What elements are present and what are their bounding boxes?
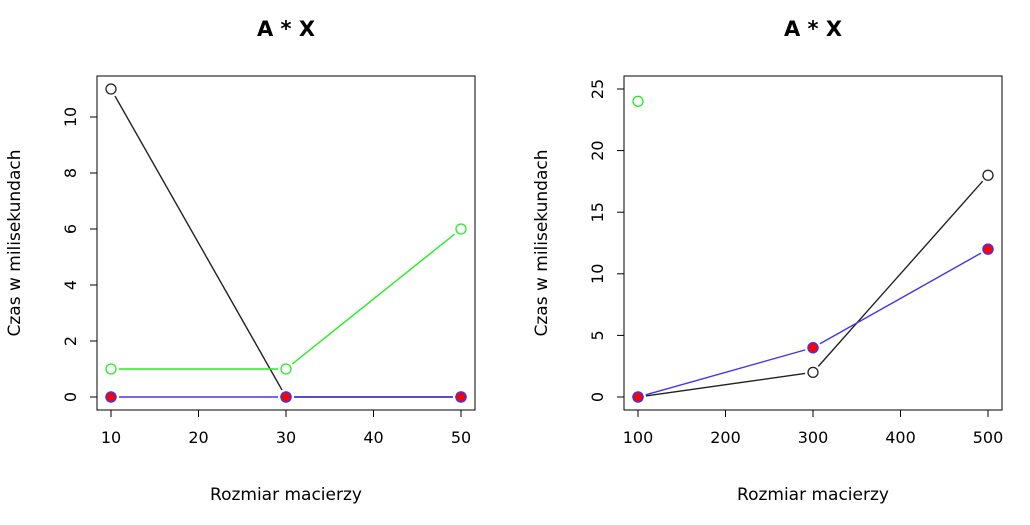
right-series-0-point xyxy=(982,169,994,181)
right-x-tick-label: 100 xyxy=(623,428,654,447)
left-series-1-point xyxy=(105,363,117,375)
left-plot-frame xyxy=(96,75,476,411)
right-series-2-line-segment xyxy=(645,349,806,396)
left-series-0-point xyxy=(105,83,117,95)
right-series-1-point xyxy=(632,95,644,107)
left-series-3-point xyxy=(280,391,292,403)
right-series-3-point xyxy=(807,342,819,354)
right-x-axis-label: Rozmiar macierzy xyxy=(737,485,889,505)
left-x-tick-label: 40 xyxy=(363,428,383,447)
right-series-2-line-segment xyxy=(819,252,982,345)
left-chart-panel: A * X Rozmiar macierzy Czas w milisekund… xyxy=(5,17,476,505)
right-plot-frame xyxy=(623,75,1003,411)
left-x-tick-label: 20 xyxy=(188,428,208,447)
left-x-axis-label: Rozmiar macierzy xyxy=(210,485,362,505)
right-y-tick-label: 25 xyxy=(588,79,607,99)
right-x-tick-label: 500 xyxy=(973,428,1004,447)
right-y-tick-label: 20 xyxy=(588,140,607,160)
left-y-axis-label: Czas w milisekundach xyxy=(5,149,25,336)
right-y-axis: 0 5 10 15 20 25 xyxy=(588,79,625,402)
right-y-tick-label: 15 xyxy=(588,202,607,222)
left-y-tick-label: 8 xyxy=(61,168,80,178)
right-series-0-line-segment xyxy=(817,180,984,367)
left-chart-title: A * X xyxy=(257,17,315,41)
right-y-tick-label: 5 xyxy=(588,330,607,340)
left-x-tick-label: 30 xyxy=(276,428,296,447)
right-y-tick-label: 0 xyxy=(588,392,607,402)
right-chart-title: A * X xyxy=(784,17,842,41)
right-series-3-point xyxy=(982,243,994,255)
left-x-tick-label: 10 xyxy=(101,428,121,447)
left-series-group xyxy=(105,83,467,403)
left-x-axis: 10 20 30 40 50 xyxy=(101,409,471,447)
left-series-0-line-segment xyxy=(114,95,283,391)
right-series-3-point xyxy=(632,391,644,403)
left-series-1-point xyxy=(455,223,467,235)
right-chart-panel: A * X Rozmiar macierzy Czas w milisekund… xyxy=(532,17,1003,505)
left-y-tick-label: 10 xyxy=(61,107,80,127)
right-y-tick-label: 10 xyxy=(588,264,607,284)
left-series-1-line-segment xyxy=(291,233,456,365)
left-y-tick-label: 0 xyxy=(61,392,80,402)
left-series-1-point xyxy=(280,363,292,375)
right-x-tick-label: 200 xyxy=(710,428,741,447)
left-series-3-point xyxy=(455,391,467,403)
right-series-0-line-segment xyxy=(645,372,806,397)
right-x-axis: 100 200 300 400 500 xyxy=(623,409,1004,447)
right-series-0-point xyxy=(807,366,819,379)
left-series-3-point xyxy=(105,391,117,403)
left-y-axis: 0 2 4 6 8 10 xyxy=(61,107,98,402)
right-y-axis-label: Czas w milisekundach xyxy=(532,149,552,336)
left-y-tick-label: 4 xyxy=(61,280,80,290)
right-series-group xyxy=(632,95,994,403)
right-x-tick-label: 400 xyxy=(885,428,916,447)
left-x-tick-label: 50 xyxy=(451,428,471,447)
right-x-tick-label: 300 xyxy=(798,428,829,447)
left-y-tick-label: 2 xyxy=(61,336,80,346)
left-y-tick-label: 6 xyxy=(61,224,80,234)
